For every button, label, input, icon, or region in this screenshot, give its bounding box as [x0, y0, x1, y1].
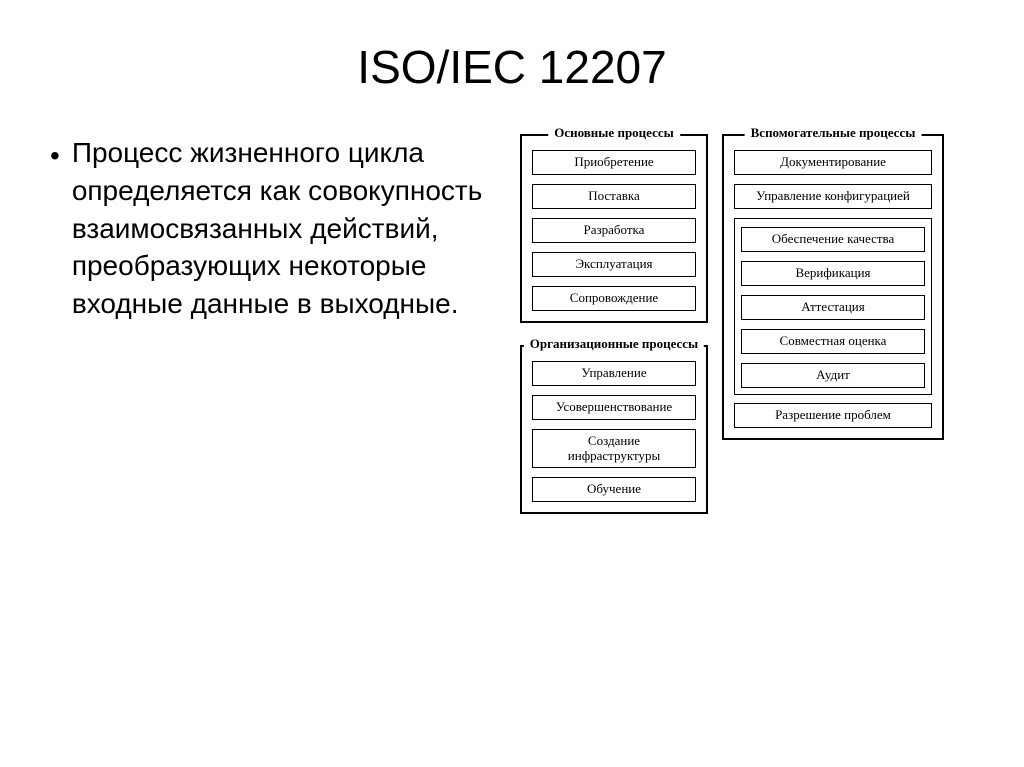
bullet-marker: • — [50, 138, 60, 174]
content-area: • Процесс жизненного цикла определяется … — [50, 134, 974, 514]
group-title-main: Основные процессы — [548, 125, 680, 141]
process-box: Совместная оценка — [741, 329, 925, 354]
process-box: Обеспечение качества — [741, 227, 925, 252]
process-box: Сопровождение — [532, 286, 696, 311]
process-box: Обучение — [532, 477, 696, 502]
process-box: Разрешение проблем — [734, 403, 932, 428]
process-box: Документирование — [734, 150, 932, 175]
process-box: Управление конфигурацией — [734, 184, 932, 209]
group-org-processes: Организационные процессы Управление Усов… — [520, 345, 708, 515]
process-box: Поставка — [532, 184, 696, 209]
process-box: Разработка — [532, 218, 696, 243]
group-main-processes: Основные процессы Приобретение Поставка … — [520, 134, 708, 323]
process-box: Управление — [532, 361, 696, 386]
diagram-col-right: Вспомогательные процессы Документировани… — [722, 134, 944, 440]
bullet-item: • Процесс жизненного цикла определяется … — [50, 134, 500, 323]
process-box: Усовершенствование — [532, 395, 696, 420]
process-box: Аудит — [741, 363, 925, 388]
process-box: Эксплуатация — [532, 252, 696, 277]
process-box: Приобретение — [532, 150, 696, 175]
group-aux-processes: Вспомогательные процессы Документировани… — [722, 134, 944, 440]
process-box: Аттестация — [741, 295, 925, 320]
group-title-aux: Вспомогательные процессы — [745, 125, 922, 141]
process-box: Верификация — [741, 261, 925, 286]
left-column: • Процесс жизненного цикла определяется … — [50, 134, 510, 514]
slide: ISO/IEC 12207 • Процесс жизненного цикла… — [0, 0, 1024, 767]
right-diagram: Основные процессы Приобретение Поставка … — [520, 134, 974, 514]
process-box: Создание инфраструктуры — [532, 429, 696, 469]
group-title-org: Организационные процессы — [524, 336, 704, 352]
inner-group-quality: Обеспечение качества Верификация Аттеста… — [734, 218, 932, 395]
page-title: ISO/IEC 12207 — [50, 40, 974, 94]
diagram-col-left: Основные процессы Приобретение Поставка … — [520, 134, 708, 514]
bullet-text: Процесс жизненного цикла определяется ка… — [72, 134, 500, 323]
